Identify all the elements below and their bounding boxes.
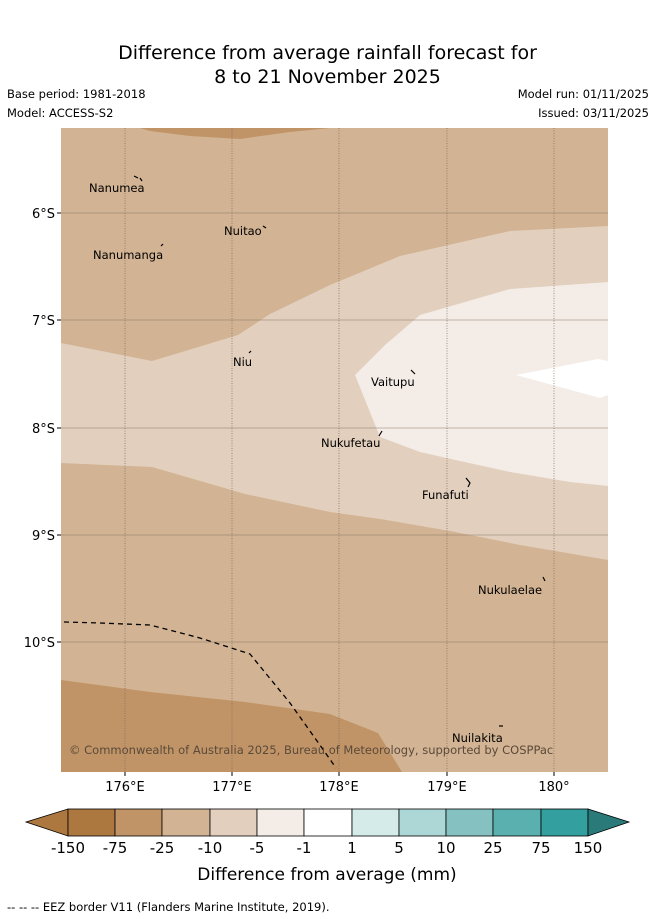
title-line-1: Difference from average rainfall forecas… <box>118 42 537 64</box>
island-label-funafuti: Funafuti <box>422 488 469 502</box>
region-minus75-bottom <box>61 680 402 772</box>
island-shape-funafuti <box>465 477 471 488</box>
colorbar-label-minus1: -1 <box>297 839 312 857</box>
issued-date: Issued: 03/11/2025 <box>538 106 649 120</box>
lon-label-176e: 176°E <box>105 780 145 795</box>
island-shape-nanumea <box>133 175 143 182</box>
lat-gridlines <box>61 212 608 643</box>
colorbar-segment-11 <box>540 808 589 837</box>
colorbar <box>24 808 631 837</box>
colorbar-segment-3 <box>161 808 211 837</box>
island-shape-niu <box>248 350 252 354</box>
colorbar-segment-6 <box>303 808 353 837</box>
island-label-nuitao: Nuitao <box>224 224 262 238</box>
lat-label-8s: 8°S <box>32 422 55 437</box>
lat-label-6s: 6°S <box>32 207 55 222</box>
colorbar-label-minus150: -150 <box>51 839 85 857</box>
island-label-niu: Niu <box>233 355 252 369</box>
lat-label-9s: 9°S <box>32 529 55 544</box>
colorbar-label-1: 1 <box>347 839 357 857</box>
lon-label-177e: 177°E <box>212 780 252 795</box>
colorbar-segment-8 <box>398 808 447 837</box>
eez-border-line <box>63 621 337 769</box>
lat-label-10s: 10°S <box>24 636 55 651</box>
colorbar-segment-7 <box>351 808 400 837</box>
colorbar-label-minus10: -10 <box>198 839 223 857</box>
eez-footnote: -- -- -- EEZ border V11 (Flanders Marine… <box>7 900 330 914</box>
colorbar-label-10: 10 <box>436 839 455 857</box>
island-label-vaitupu: Vaitupu <box>371 375 415 389</box>
island-shape-nanumanga <box>160 243 164 247</box>
island-shape-vaitupu <box>410 369 416 375</box>
lon-ticks <box>124 772 555 776</box>
lon-label-179e: 179°E <box>427 780 467 795</box>
model-name: Model: ACCESS-S2 <box>7 106 114 120</box>
island-shape-nukulaelae <box>542 576 546 582</box>
colorbar-label-minus75: -75 <box>103 839 128 857</box>
colorbar-extend-low <box>24 808 69 837</box>
island-shapes <box>133 175 546 727</box>
colorbar-label-5: 5 <box>394 839 404 857</box>
title-line-2: 8 to 21 November 2025 <box>214 66 441 88</box>
colorbar-label-minus25: -25 <box>150 839 175 857</box>
base-period: Base period: 1981-2018 <box>7 87 146 101</box>
colorbar-title: Difference from average (mm) <box>197 865 456 885</box>
colorbar-extend-high <box>587 808 631 837</box>
island-label-nanumea: Nanumea <box>89 181 145 195</box>
colorbar-segment-2 <box>114 808 163 837</box>
colorbar-segment-4 <box>209 808 258 837</box>
colorbar-segment-1 <box>67 808 116 837</box>
map-area <box>61 128 608 772</box>
island-label-nukufetau: Nukufetau <box>321 436 380 450</box>
lon-label-178e: 178°E <box>319 780 359 795</box>
model-run: Model run: 01/11/2025 <box>517 87 649 101</box>
colorbar-segment-5 <box>256 808 305 837</box>
copyright-notice: © Commonwealth of Australia 2025, Bureau… <box>69 743 553 757</box>
colorbar-label-75: 75 <box>531 839 550 857</box>
colorbar-segment-9 <box>445 808 494 837</box>
island-label-nuilakita: Nuilakita <box>452 731 503 745</box>
region-minus75-top <box>140 128 330 139</box>
island-label-nanumanga: Nanumanga <box>93 248 163 262</box>
colorbar-label-minus5: -5 <box>250 839 265 857</box>
lon-label-180: 180° <box>538 780 569 795</box>
colorbar-label-25: 25 <box>483 839 502 857</box>
island-shape-nukufetau <box>378 430 383 437</box>
region-minus1-to-1 <box>516 359 608 398</box>
lat-label-7s: 7°S <box>32 314 55 329</box>
region-minus5-to-minus1 <box>355 282 608 486</box>
lat-ticks <box>57 212 61 643</box>
island-label-nukulaelae: Nukulaelae <box>478 583 542 597</box>
colorbar-label-150: 150 <box>574 839 603 857</box>
island-shape-nuitao <box>262 225 267 229</box>
colorbar-segment-10 <box>492 808 542 837</box>
